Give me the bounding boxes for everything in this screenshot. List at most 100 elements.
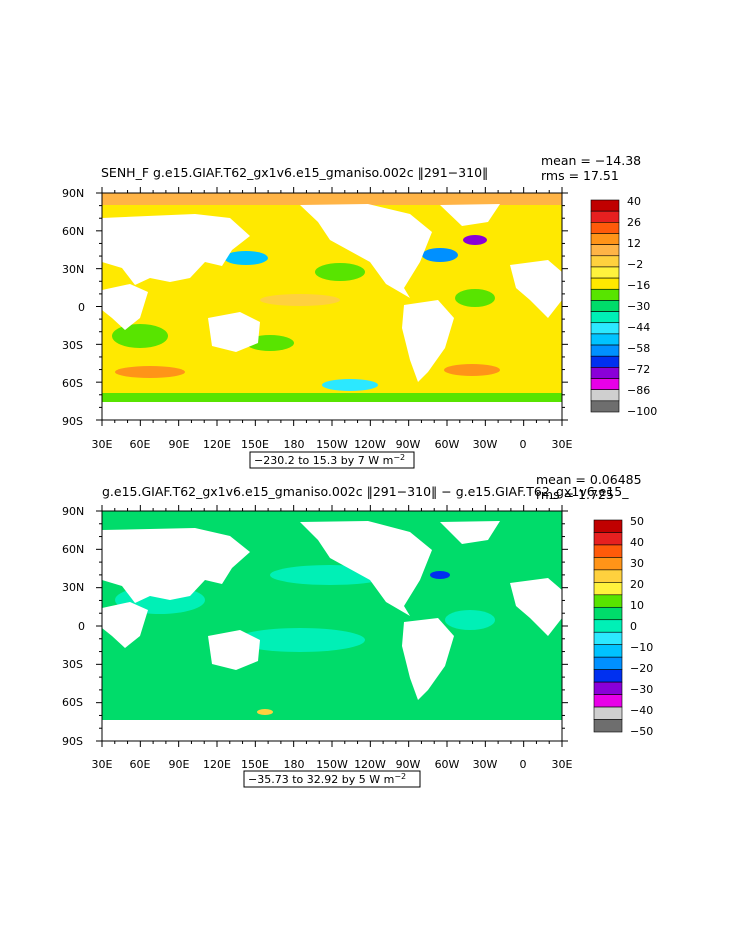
top-axis-ticks bbox=[96, 187, 568, 426]
bottom-range-box: −35.73 to 32.92 by 5 W m−2 bbox=[243, 770, 421, 788]
bottom-range-text: −35.73 to 32.92 by 5 W m−2 bbox=[248, 772, 406, 786]
top-colorbar-label: −86 bbox=[627, 384, 650, 397]
top-lat-label: 0 bbox=[78, 301, 85, 314]
top-patch-natl-green bbox=[455, 289, 495, 307]
top-lon-label: 90W bbox=[396, 438, 421, 451]
bottom-land-australia bbox=[208, 630, 260, 670]
top-lat-label: 90S bbox=[62, 415, 83, 428]
bottom-lat-label: 60N bbox=[62, 543, 84, 556]
bottom-colorbar-swatch bbox=[593, 544, 623, 558]
top-patch-gulfstream bbox=[422, 248, 458, 262]
top-land-africa-w bbox=[510, 260, 562, 318]
bottom-lon-label: 0 bbox=[520, 758, 527, 771]
bottom-lon-label: 90W bbox=[396, 758, 421, 771]
top-colorbar-swatch bbox=[590, 311, 620, 324]
bottom-lon-label: 60E bbox=[130, 758, 151, 771]
top-land-greenland bbox=[440, 204, 500, 226]
bottom-colorbar-swatch bbox=[593, 669, 623, 683]
bottom-land-eurasia bbox=[102, 528, 250, 603]
top-lat-label: 90N bbox=[62, 187, 84, 200]
bottom-lat-label: 0 bbox=[78, 620, 85, 633]
top-land-australia bbox=[208, 312, 260, 352]
bottom-patch-gulfstream bbox=[430, 571, 450, 579]
bottom-mean: mean = 0.06485 bbox=[536, 472, 642, 487]
top-mean: mean = −14.38 bbox=[541, 153, 641, 168]
top-colorbar-swatch bbox=[590, 400, 620, 413]
top-colorbar-label: 26 bbox=[627, 216, 641, 229]
bottom-lon-label: 60W bbox=[435, 758, 460, 771]
bottom-colorbar-label: −50 bbox=[630, 725, 653, 738]
top-antarctica bbox=[102, 402, 562, 420]
bottom-colorbar-label: −10 bbox=[630, 641, 653, 654]
top-colorbar-swatch bbox=[590, 244, 620, 257]
bottom-lon-label: 150E bbox=[241, 758, 269, 771]
top-range-frame bbox=[249, 451, 415, 469]
bottom-colorbar-swatch bbox=[593, 719, 623, 733]
top-lon-label: 150E bbox=[241, 438, 269, 451]
top-colorbar-swatch bbox=[590, 344, 620, 357]
bottom-colorbar-label: 10 bbox=[630, 599, 644, 612]
top-lon-labels: 30E 60E 90E 120E 150E 180 150W 120W 90W … bbox=[92, 438, 573, 451]
top-colorbar-swatch bbox=[590, 367, 620, 379]
bottom-lon-label: 180 bbox=[284, 758, 305, 771]
top-range-box: −230.2 to 15.3 by 7 W m−2 bbox=[249, 451, 415, 469]
bottom-patch-yellow bbox=[257, 709, 273, 715]
top-colorbar-swatch bbox=[590, 322, 620, 335]
bottom-lat-label: 30S bbox=[62, 658, 83, 671]
top-colorbar-swatch bbox=[590, 300, 620, 312]
top-lon-label: 150W bbox=[316, 438, 348, 451]
bottom-lat-label: 30N bbox=[62, 581, 84, 594]
bottom-colorbar-label: 20 bbox=[630, 578, 644, 591]
bottom-colorbar-swatch bbox=[593, 519, 623, 533]
bottom-colorbar-label: −30 bbox=[630, 683, 653, 696]
bottom-lon-label: 90E bbox=[169, 758, 190, 771]
top-colorbar-swatch bbox=[590, 355, 620, 368]
top-lat-label: 60N bbox=[62, 225, 84, 238]
top-colorbar: 40 26 12 −2 −16 −30 −44 −58 −72 −86 −100 bbox=[590, 195, 657, 418]
top-colorbar-label: 12 bbox=[627, 237, 641, 250]
top-patch-labrador bbox=[463, 235, 487, 245]
top-lat-labels: 90N 60N 30N 0 30S 60S 90S bbox=[62, 187, 85, 428]
top-colorbar-label: −2 bbox=[627, 258, 643, 271]
top-colorbar-label: 40 bbox=[627, 195, 641, 208]
top-colorbar-swatch bbox=[590, 266, 620, 279]
top-lon-label: 60E bbox=[130, 438, 151, 451]
top-lon-label: 30W bbox=[473, 438, 498, 451]
top-patch-kuroshio bbox=[224, 251, 268, 265]
top-patch-indian-green bbox=[112, 324, 168, 348]
top-lat-label: 30S bbox=[62, 339, 83, 352]
top-map bbox=[101, 192, 563, 421]
bottom-lon-label: 30E bbox=[92, 758, 113, 771]
top-colorbar-label: −44 bbox=[627, 321, 650, 334]
bottom-colorbar-label: −20 bbox=[630, 662, 653, 675]
bottom-colorbar-swatch bbox=[593, 644, 623, 658]
top-patch-southern bbox=[322, 379, 378, 391]
top-lon-label: 30E bbox=[92, 438, 113, 451]
top-patch-eqpac bbox=[260, 294, 340, 306]
top-panel: SENH_F g.e15.GIAF.T62_gx1v6.e15_gmaniso.… bbox=[62, 153, 657, 469]
top-lon-label: 30E bbox=[552, 438, 573, 451]
bottom-colorbar-label: 40 bbox=[630, 536, 644, 549]
bottom-colorbar-swatch bbox=[593, 532, 623, 546]
bottom-lat-labels: 90N 60N 30N 0 30S 60S 90S bbox=[62, 505, 85, 748]
bottom-land-africa-e bbox=[102, 602, 148, 648]
bottom-lon-label: 30W bbox=[473, 758, 498, 771]
top-colorbar-swatch bbox=[590, 378, 620, 390]
top-colorbar-label: −16 bbox=[627, 279, 650, 292]
bottom-colorbar-swatch bbox=[593, 569, 623, 583]
top-lon-label: 60W bbox=[435, 438, 460, 451]
bottom-colorbar-swatch bbox=[593, 681, 623, 695]
bottom-panel: g.e15.GIAF.T62_gx1v6.e15_gmaniso.002c ‖2… bbox=[62, 472, 653, 788]
bottom-colorbar-swatch bbox=[593, 706, 623, 720]
top-colorbar-swatch bbox=[590, 199, 620, 212]
bottom-lon-labels: 30E 60E 90E 120E 150E 180 150W 120W 90W … bbox=[92, 758, 573, 771]
top-patch-arctic bbox=[102, 193, 562, 205]
bottom-antarctica bbox=[102, 720, 562, 741]
top-colorbar-swatch bbox=[590, 222, 620, 234]
bottom-land-namerica bbox=[300, 521, 432, 616]
bottom-lat-label: 60S bbox=[62, 696, 83, 709]
top-lat-label: 30N bbox=[62, 263, 84, 276]
bottom-lat-label: 90S bbox=[62, 735, 83, 748]
bottom-land-africa-w bbox=[510, 578, 562, 636]
